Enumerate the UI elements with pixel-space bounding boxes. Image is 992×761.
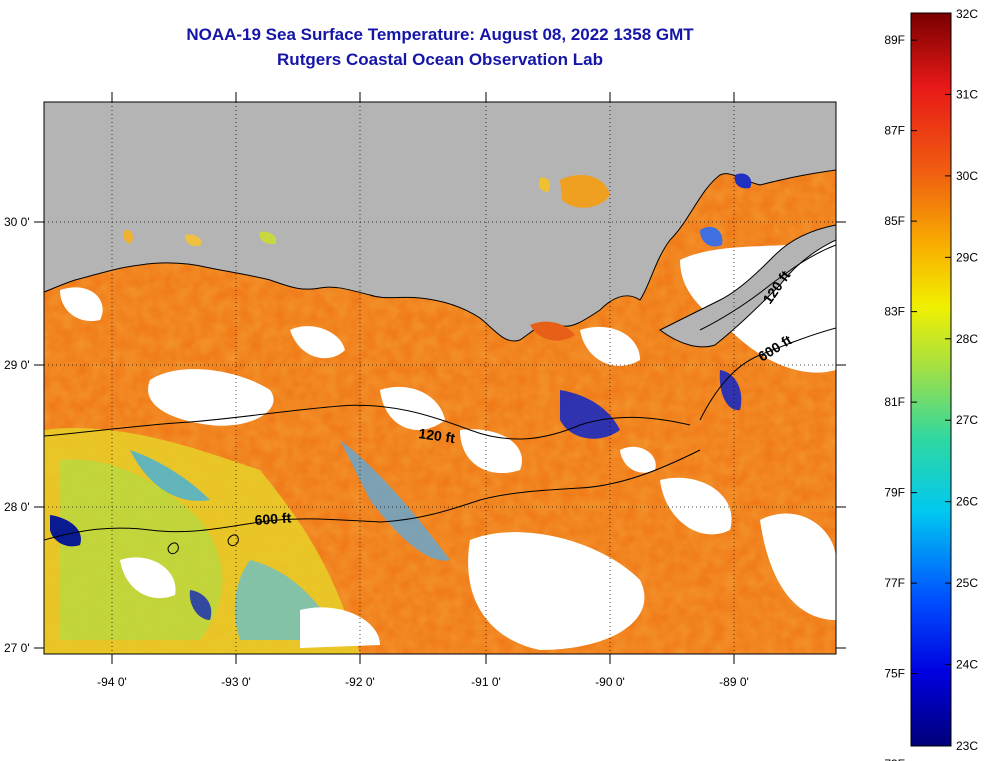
- colorbar-c-label: 31C: [956, 87, 978, 101]
- colorbar-fahrenheit-labels: 89F 87F 85F 83F 81F 79F 77F 75F 73F: [884, 33, 917, 761]
- colorbar-c-label: 25C: [956, 576, 978, 590]
- colorbar-c-label: 26C: [956, 495, 978, 509]
- colorbar-celsius-labels: 32C 31C 30C 29C 28C 27C 26C 25C 24C 23C: [945, 7, 978, 753]
- cloud-cover: [60, 240, 836, 650]
- lon-label-89: -89 0': [719, 675, 749, 689]
- lat-label-30: 30 0': [4, 215, 30, 229]
- colorbar-c-label: 32C: [956, 7, 978, 21]
- lat-label-29: 29 0': [4, 358, 30, 372]
- colorbar-f-label: 83F: [884, 305, 905, 319]
- colorbar-c-label: 27C: [956, 413, 978, 427]
- lon-label-94: -94 0': [97, 675, 127, 689]
- contour-120ft-west: [44, 404, 691, 440]
- lon-label-90: -90 0': [595, 675, 625, 689]
- colorbar-f-label: 79F: [884, 486, 905, 500]
- graticule: [44, 102, 836, 654]
- lon-label-91: -91 0': [471, 675, 501, 689]
- contour-label-120ft-west: 120 ft: [418, 425, 457, 446]
- colorbar-f-label: 75F: [884, 667, 905, 681]
- colorbar-c-label: 23C: [956, 739, 978, 753]
- contour-120ft-east: [699, 244, 836, 331]
- colorbar: [910, 12, 952, 747]
- colorbar-f-label: 87F: [884, 124, 905, 138]
- colorbar-f-label: 77F: [884, 576, 905, 590]
- colorbar-c-label: 29C: [956, 250, 978, 264]
- bathymetry-contours: [44, 244, 836, 555]
- colorbar-c-label: 28C: [956, 332, 978, 346]
- contour-label-600ft-west: 600 ft: [254, 509, 292, 528]
- contour-600ft-east: [699, 327, 836, 421]
- colorbar-f-label: 73F: [884, 757, 905, 761]
- colorbar-f-label: 85F: [884, 214, 905, 228]
- coastal-pixels: [123, 173, 752, 341]
- map-title: NOAA-19 Sea Surface Temperature: August …: [186, 25, 694, 44]
- lat-label-27: 27 0': [4, 641, 30, 655]
- colorbar-c-label: 24C: [956, 658, 978, 672]
- lat-label-28: 28 0': [4, 500, 30, 514]
- colorbar-c-label: 30C: [956, 169, 978, 183]
- map-subtitle: Rutgers Coastal Ocean Observation Lab: [277, 50, 603, 69]
- lon-label-92: -92 0': [345, 675, 375, 689]
- lon-label-93: -93 0': [221, 675, 251, 689]
- contour-600ft-west: [44, 449, 701, 541]
- axis-ticks: [34, 92, 846, 664]
- map-frame: [43, 101, 837, 655]
- colorbar-f-label: 81F: [884, 395, 905, 409]
- colorbar-f-label: 89F: [884, 33, 905, 47]
- land: [44, 102, 836, 348]
